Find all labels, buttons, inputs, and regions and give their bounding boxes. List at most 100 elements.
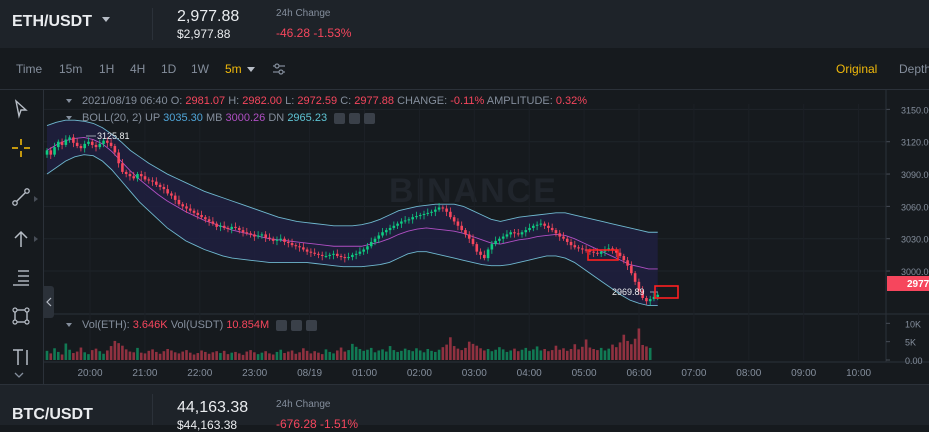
candle-body	[652, 296, 656, 300]
candle-body	[528, 227, 531, 231]
secondary-market-row[interactable]	[0, 384, 929, 425]
close-icon[interactable]	[306, 319, 318, 331]
secondary-last-price-fiat: $44,163.38	[177, 418, 238, 432]
volume-bar	[445, 344, 448, 360]
volume-bar	[369, 347, 373, 360]
candle-body	[188, 208, 192, 211]
cursor-arrow-icon[interactable]	[10, 98, 32, 120]
candle-body	[569, 241, 573, 246]
volume-bar	[539, 350, 543, 360]
fibonacci-icon[interactable]	[10, 266, 32, 288]
volume-bar	[147, 350, 151, 360]
shape-rect-icon[interactable]	[10, 305, 32, 327]
volume-bar	[565, 350, 569, 360]
time-tick-label: 20:00	[77, 368, 102, 379]
indicator-settings-icon[interactable]	[291, 319, 303, 331]
time-axis: 20:00 21:00 22:00 23:00 08/19 01:00 02:00 03:00…	[77, 368, 871, 379]
candle-body	[501, 236, 505, 239]
volume-bar	[460, 350, 463, 360]
secondary-pair[interactable]: BTC/USDT	[12, 406, 93, 423]
volume-bar	[339, 347, 343, 360]
hide-indicator-icon[interactable]	[276, 319, 288, 331]
bollinger-lower-line	[46, 154, 658, 306]
pair-selector[interactable]: ETH/USDT	[12, 13, 92, 30]
time-tick-label: 05:00	[572, 368, 597, 379]
volume-bar	[204, 351, 207, 360]
volume-bar	[211, 352, 215, 360]
candle-body	[245, 232, 249, 234]
tab-time[interactable]: Time	[16, 62, 43, 76]
volume-bar	[377, 350, 381, 360]
chevron-down-icon[interactable]	[14, 371, 24, 379]
candle-body	[75, 142, 79, 147]
view-depth[interactable]: Depth	[899, 62, 929, 76]
volume-bar	[422, 352, 426, 360]
hide-indicator-icon[interactable]	[334, 112, 346, 124]
candle-body	[498, 238, 501, 241]
volume-bar	[136, 347, 139, 360]
chevron-down-icon[interactable]	[102, 17, 110, 22]
volume-bar	[241, 354, 245, 360]
legend-change-label: CHANGE:	[397, 95, 448, 107]
volume-bar	[599, 347, 603, 360]
collapse-toolbar-handle[interactable]	[44, 286, 54, 318]
volume-bar	[366, 349, 369, 360]
chart-annotations: 3125.81 2969.89 2977	[86, 131, 929, 299]
volume-bar	[351, 343, 354, 360]
chevron-left-icon[interactable]	[44, 286, 54, 318]
chevron-right-icon[interactable]	[34, 236, 38, 242]
candle-body	[467, 234, 471, 239]
volume-bar	[124, 349, 128, 360]
chevron-down-icon[interactable]	[66, 116, 72, 121]
volume-bar	[192, 354, 196, 360]
tab-4h[interactable]: 4H	[130, 62, 146, 76]
volume-bar	[87, 354, 90, 360]
candle-body	[509, 232, 513, 235]
volume-bar	[57, 351, 60, 360]
candle-body	[626, 260, 629, 266]
candle-body	[302, 247, 305, 250]
indicator-settings-icon[interactable]	[272, 62, 286, 76]
legend-o-label: O:	[170, 95, 183, 107]
tab-1d[interactable]: 1D	[161, 62, 177, 76]
chevron-right-icon[interactable]	[34, 196, 38, 202]
chart-canvas[interactable]: BINANCE 3150.00 3120.00 3090.00 3060.00 3030…	[44, 90, 929, 384]
ray-arrow-icon[interactable]	[10, 228, 32, 250]
close-icon[interactable]	[364, 112, 376, 124]
boll-up: 3035.30	[163, 112, 203, 124]
candle-body	[68, 137, 71, 140]
candle-body	[253, 234, 256, 237]
candle-body	[558, 233, 562, 237]
candle-body	[60, 141, 64, 145]
view-original[interactable]: Original	[836, 62, 878, 76]
indicator-settings-icon[interactable]	[349, 112, 361, 124]
candle-body	[313, 252, 316, 254]
volume-bar	[173, 352, 177, 360]
chevron-down-icon[interactable]	[247, 67, 255, 72]
price-tick-label: 3030.00	[901, 235, 929, 245]
tab-1w[interactable]: 1W	[191, 62, 209, 76]
volume-bar	[411, 351, 414, 360]
change-label: 24h Change	[276, 8, 331, 19]
text-tool-icon[interactable]	[10, 346, 32, 368]
candle-body	[283, 238, 286, 242]
candle-body	[622, 255, 626, 261]
candle-body	[192, 210, 196, 213]
volume-bar	[569, 349, 573, 360]
candle-body	[332, 253, 335, 255]
tab-1h[interactable]: 1H	[99, 62, 115, 76]
change-value: -46.28 -1.53%	[276, 26, 352, 40]
chevron-down-icon[interactable]	[66, 323, 72, 328]
volume-bar	[449, 337, 452, 360]
last-price: 2,977.88	[177, 8, 240, 25]
candle-body	[550, 227, 554, 231]
tab-5m[interactable]: 5m	[225, 62, 242, 76]
candle-body	[64, 139, 68, 145]
chevron-down-icon[interactable]	[66, 99, 72, 104]
last-price-fiat: $2,977.88	[177, 27, 231, 41]
trend-line-icon[interactable]	[10, 186, 32, 208]
time-tick-label: 04:00	[517, 368, 542, 379]
candlestick-chart[interactable]: BINANCE 3150.00 3120.00 3090.00 3060.00 3030…	[44, 90, 929, 384]
tab-15m[interactable]: 15m	[59, 62, 83, 76]
crosshair-icon[interactable]	[10, 137, 32, 159]
